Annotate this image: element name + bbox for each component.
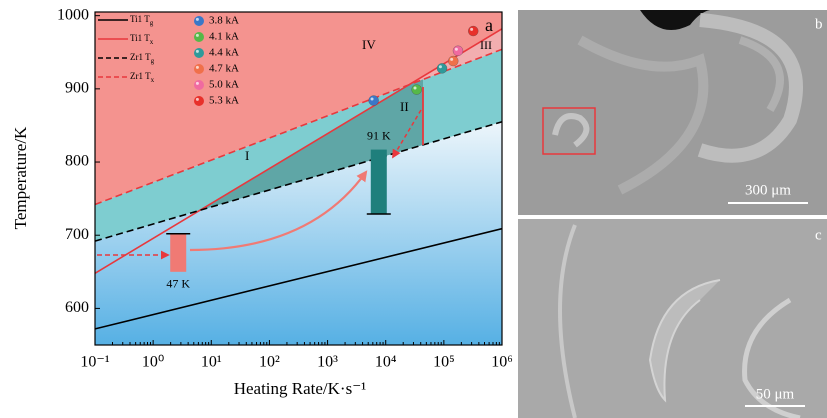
y-tick-label: 900 [65, 80, 89, 97]
region [95, 12, 502, 205]
image-feature [648, 279, 721, 403]
point-highlight [195, 49, 199, 53]
data-point [368, 95, 379, 106]
legend-label: 4.4 kA [209, 47, 239, 59]
data-point [468, 25, 479, 37]
highlight-box [542, 107, 596, 155]
panel-label: b [815, 16, 823, 32]
point-highlight [413, 86, 417, 90]
legend-label: Zr1 Tx [130, 71, 155, 84]
legend-label: 5.0 kA [209, 79, 239, 91]
x-tick-label: 10³ [317, 354, 338, 371]
legend-swatch [194, 32, 204, 42]
arrow [189, 170, 368, 252]
x-tick-label: 10⁻¹ [80, 354, 109, 371]
image-feature [640, 10, 710, 30]
y-tick-label: 700 [65, 226, 89, 243]
lines [95, 28, 502, 330]
y-tick-label: 600 [65, 299, 89, 316]
region-label: II [400, 99, 409, 114]
point-highlight [195, 65, 199, 69]
point-highlight [195, 33, 199, 37]
data-point [448, 55, 459, 67]
x-axis-label: Heating Rate/K·s⁻¹ [234, 379, 367, 398]
micrograph-c: 50 μm c [518, 219, 827, 418]
image-feature [742, 297, 801, 418]
y-tick-label: 1000 [57, 6, 89, 23]
legend-swatch [194, 80, 204, 90]
region [95, 121, 502, 345]
point-highlight [454, 47, 458, 51]
bar-label: 91 K [367, 128, 391, 142]
regions [95, 12, 502, 345]
point-highlight [438, 65, 442, 69]
x-tick-label: 10¹ [201, 354, 222, 371]
panel-label: c [815, 227, 822, 243]
legend-label: 4.1 kA [209, 31, 239, 43]
legend-swatch [194, 64, 204, 74]
arrow [392, 109, 422, 159]
x-tick-label: 10⁴ [375, 354, 397, 371]
delta-bar [370, 149, 387, 214]
legend-swatch [194, 48, 204, 58]
point-highlight [195, 97, 199, 101]
region-label: IV [362, 37, 376, 52]
series-line [95, 227, 502, 330]
scale-label: 300 μm [745, 182, 791, 198]
legend-label: Ti1 Tg [130, 14, 154, 27]
data-point [452, 45, 464, 56]
y-axis-label: Temperature/K [11, 126, 30, 229]
data-point [436, 63, 448, 74]
image-feature [577, 35, 709, 195]
legend-label: Zr1 Tg [130, 52, 155, 65]
image-feature [558, 224, 577, 418]
marks: 47 K 91 K [166, 25, 479, 291]
x-tick-label: 10² [259, 354, 280, 371]
y-tick-label: 800 [65, 153, 89, 170]
region-label: III [480, 38, 492, 52]
point-highlight [370, 97, 374, 101]
point-highlight [450, 57, 454, 61]
x-tick-label: 10⁰ [142, 354, 164, 371]
legend-swatch [194, 16, 204, 26]
series-line [95, 28, 502, 274]
arrows [97, 87, 424, 260]
legend-label: 5.3 kA [209, 95, 239, 107]
legend-label: Ti1 Tx [130, 33, 154, 46]
image-feature [552, 113, 590, 148]
series-line [95, 48, 502, 206]
image-feature [697, 13, 803, 163]
point-highlight [195, 81, 199, 85]
image-feature [738, 36, 784, 113]
legend-swatch [194, 96, 204, 106]
x-tick-label: 10⁵ [433, 354, 455, 371]
series-line [95, 121, 502, 242]
separator [518, 215, 827, 219]
bar-label: 47 K [166, 277, 190, 291]
scale-label: 50 μm [756, 386, 795, 402]
legend-label: 4.7 kA [209, 63, 239, 75]
data-point [411, 84, 422, 95]
delta-bar [170, 233, 187, 272]
region-label: I [245, 148, 249, 163]
micrograph-b: 300 μm b [518, 10, 827, 215]
panel-label: a [485, 15, 493, 35]
plot-frame [94, 11, 503, 346]
legend-label: 3.8 kA [209, 15, 239, 27]
point-highlight [470, 27, 474, 31]
point-highlight [195, 17, 199, 21]
x-tick-label: 10⁶ [491, 354, 513, 371]
